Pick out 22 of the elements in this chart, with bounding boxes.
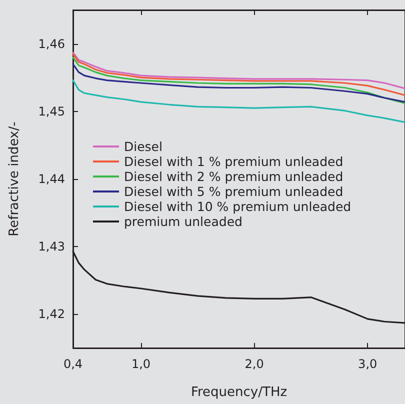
legend-label: Diesel with 5 % premium unleaded: [124, 184, 344, 199]
x-tick-label: 2,0: [244, 357, 264, 371]
y-tick-label: 1,42: [38, 307, 65, 322]
x-tick-label: 1,0: [131, 357, 151, 371]
y-axis-title: Refractive index/-: [7, 121, 22, 236]
line-series: [72, 53, 405, 96]
x-axis-title: Frequency/THz: [190, 385, 288, 400]
line-series: [72, 56, 405, 104]
legend-label: Diesel: [124, 139, 162, 154]
y-tick-label: 1,43: [38, 240, 65, 254]
legend-label: premium unleaded: [124, 214, 242, 229]
x-tick-label: 0,4: [63, 357, 83, 371]
legend-label: Diesel with 1 % premium unleaded: [124, 154, 344, 169]
y-tick-label: 1,45: [38, 104, 65, 118]
legend-label: Diesel with 2 % premium unleaded: [124, 169, 344, 184]
line-series: [72, 52, 405, 90]
y-tick-label: 1,44: [38, 172, 65, 186]
legend-label: Diesel with 10 % premium unleaded: [124, 199, 352, 214]
y-tick-label: 1,46: [38, 36, 65, 51]
line-series: [72, 63, 405, 103]
x-tick-label: 3,0: [358, 357, 378, 371]
line-series: [72, 80, 405, 124]
